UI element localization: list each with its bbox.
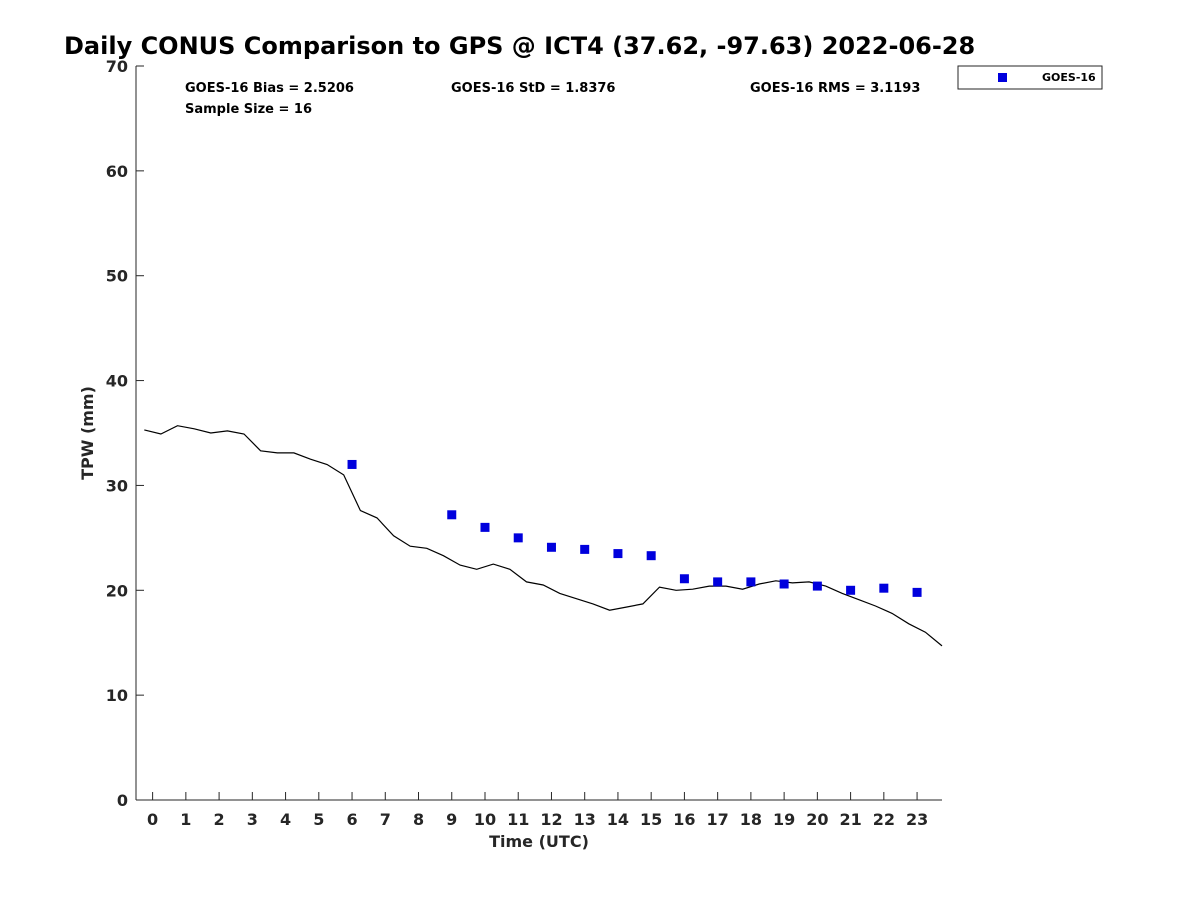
y-tick-label: 60 — [106, 162, 128, 181]
y-tick-label: 0 — [117, 791, 128, 810]
x-tick-label: 16 — [673, 810, 695, 829]
x-tick-label: 4 — [280, 810, 291, 829]
goes16-point — [447, 510, 457, 520]
legend-marker-goes16 — [998, 73, 1007, 82]
legend-box — [957, 65, 1103, 90]
goes16-series — [347, 459, 922, 597]
axes — [135, 66, 942, 801]
x-tick-label: 1 — [180, 810, 191, 829]
x-ticks: 0 1 2 3 4 5 6 7 8 9 10 11 12 13 14 15 16 17 18 19 20 21 22 23 — [147, 792, 928, 829]
goes16-point — [812, 581, 822, 591]
goes16-point — [513, 533, 523, 543]
x-tick-label: 13 — [574, 810, 596, 829]
goes16-point — [846, 585, 856, 595]
y-ticks: 0 10 20 30 40 50 60 70 — [106, 57, 144, 810]
x-tick-label: 5 — [313, 810, 324, 829]
x-tick-label: 0 — [147, 810, 158, 829]
goes16-point — [646, 551, 656, 561]
goes16-point — [613, 549, 623, 559]
y-tick-label: 10 — [106, 686, 128, 705]
gps-series — [144, 425, 943, 647]
x-tick-label: 21 — [839, 810, 861, 829]
gps-line — [144, 425, 943, 647]
x-axis-label: Time (UTC) — [489, 832, 589, 851]
x-tick-label: 18 — [740, 810, 762, 829]
legend-label-goes16: GOES-16 — [1042, 71, 1096, 84]
x-tick-label: 17 — [707, 810, 729, 829]
x-tick-label: 10 — [474, 810, 496, 829]
x-tick-label: 23 — [906, 810, 928, 829]
goes16-point — [879, 583, 889, 593]
x-tick-label: 9 — [446, 810, 457, 829]
goes16-point — [713, 577, 723, 587]
legend: GOES-16 — [957, 65, 1103, 90]
x-tick-label: 6 — [346, 810, 357, 829]
x-tick-label: 8 — [413, 810, 424, 829]
x-tick-label: 19 — [773, 810, 795, 829]
stats-annotations: GOES-16 Bias = 2.5206 GOES-16 StD = 1.83… — [185, 81, 920, 117]
y-axis-label: TPW (mm) — [78, 386, 97, 480]
goes16-point — [779, 579, 789, 589]
x-tick-label: 22 — [873, 810, 895, 829]
std-stat: GOES-16 StD = 1.8376 — [451, 81, 615, 96]
bias-stat: GOES-16 Bias = 2.5206 — [185, 81, 354, 96]
x-tick-label: 20 — [806, 810, 828, 829]
goes16-point — [912, 587, 922, 597]
x-tick-label: 12 — [540, 810, 562, 829]
rms-stat: GOES-16 RMS = 3.1193 — [750, 81, 920, 96]
goes16-point — [480, 522, 490, 532]
x-tick-label: 14 — [607, 810, 629, 829]
goes16-point — [746, 577, 756, 587]
y-tick-label: 30 — [106, 476, 128, 495]
y-tick-label: 40 — [106, 372, 128, 391]
chart-title: Daily CONUS Comparison to GPS @ ICT4 (37… — [64, 32, 975, 60]
x-tick-label: 15 — [640, 810, 662, 829]
y-tick-label: 50 — [106, 267, 128, 286]
goes16-point — [347, 459, 357, 469]
x-tick-label: 7 — [380, 810, 391, 829]
x-tick-label: 3 — [247, 810, 258, 829]
goes16-point — [679, 574, 689, 584]
goes16-point — [546, 542, 556, 552]
y-tick-label: 70 — [106, 57, 128, 76]
y-tick-label: 20 — [106, 581, 128, 600]
x-tick-label: 2 — [214, 810, 225, 829]
sample-size-stat: Sample Size = 16 — [185, 102, 312, 117]
goes16-point — [580, 544, 590, 554]
x-tick-label: 11 — [507, 810, 529, 829]
